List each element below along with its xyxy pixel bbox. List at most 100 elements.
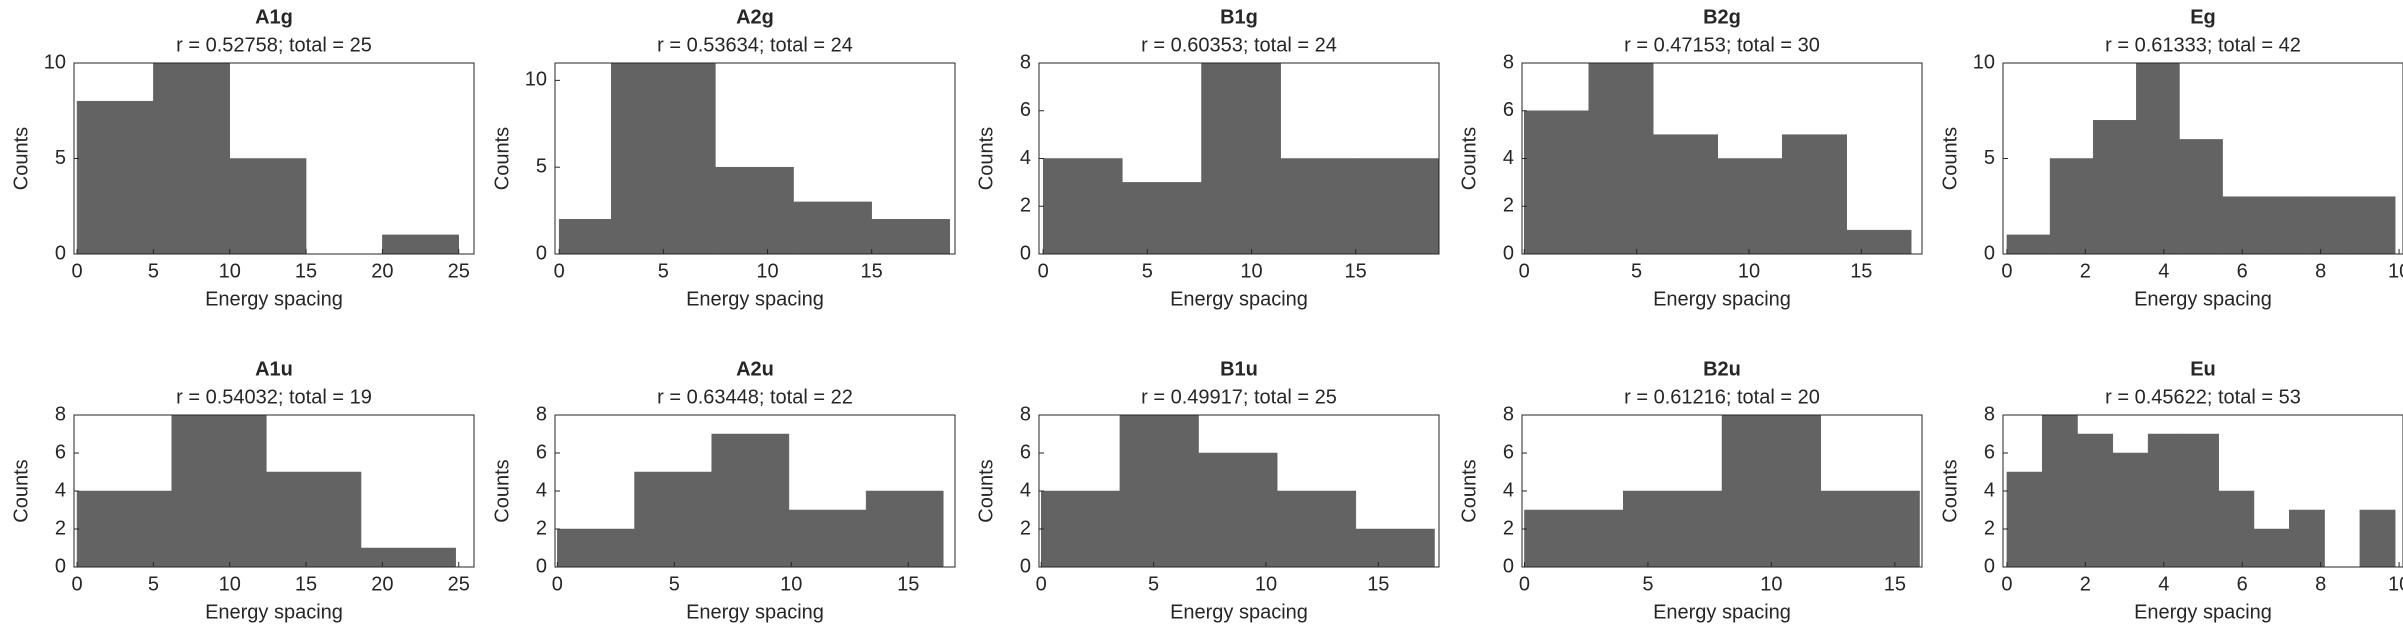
chart-subtitle: r = 0.47153; total = 30 [1624,34,1820,56]
x-tick-label: 4 [2158,260,2169,282]
y-tick-label: 8 [1984,403,1995,425]
y-tick-label: 0 [536,555,547,577]
y-tick-label: 0 [1984,242,1995,264]
histogram-bar [611,62,716,255]
x-tick-label: 8 [2315,260,2326,282]
histogram-bar [1276,490,1357,568]
x-tick-label: 0 [2001,260,2012,282]
subplot: 0 5 10 15 0 2 4 6 8 Energy spacing Counts B2g r = 0.… [1458,6,1923,310]
x-tick-label: 0 [1519,573,1530,595]
y-tick-label: 2 [1020,517,1031,539]
chart-title: B2u [1703,358,1741,380]
histogram-bar [1359,158,1440,255]
histogram-bar [382,234,459,255]
chart-title: Eg [2190,6,2216,28]
y-axis-label: Counts [10,459,32,522]
x-axis-label: Energy spacing [686,288,824,310]
y-tick-label: 6 [1503,441,1514,463]
x-tick-label: 15 [1850,260,1872,282]
histogram-bar [2006,471,2043,568]
chart-title: A1u [255,358,293,380]
y-tick-label: 0 [1503,555,1514,577]
histogram-bar [2253,528,2290,568]
y-axis-label: Counts [10,127,32,190]
x-axis-label: Energy spacing [1653,601,1791,623]
x-tick-label: 10 [1760,573,1782,595]
x-tick-label: 10 [1255,573,1277,595]
y-tick-label: 8 [1503,51,1514,73]
y-tick-label: 6 [55,441,66,463]
histogram-bar [2359,509,2396,568]
histogram-bar [1820,490,1920,568]
subplot: 0 5 10 15 20 25 0 5 10 Energy spacing Counts A1g r =… [10,6,475,310]
chart-subtitle: r = 0.63448; total = 22 [657,386,853,408]
x-tick-label: 10 [756,260,778,282]
x-tick-label: 6 [2237,260,2248,282]
x-tick-label: 0 [554,260,565,282]
y-tick-label: 10 [1973,51,1995,73]
x-tick-label: 0 [1519,260,1530,282]
histogram-bar [793,201,872,255]
x-tick-label: 5 [148,573,159,595]
histogram-bar [711,433,790,568]
subplot: 0 5 10 15 0 5 10 Energy spacing Counts A2g r = 0.5… [491,6,956,310]
chart-subtitle: r = 0.54032; total = 19 [176,386,372,408]
y-tick-label: 10 [525,69,547,91]
y-tick-label: 6 [1020,99,1031,121]
chart-subtitle: r = 0.60353; total = 24 [1141,34,1337,56]
x-axis-label: Energy spacing [686,601,824,623]
y-tick-label: 5 [1984,147,1995,169]
y-tick-label: 4 [1503,147,1514,169]
x-tick-label: 5 [1142,260,1153,282]
y-tick-label: 0 [1020,242,1031,264]
x-tick-label: 5 [148,260,159,282]
histogram-bar [153,62,230,255]
chart-subtitle: r = 0.45622; total = 53 [2105,386,2301,408]
x-tick-label: 2 [2080,573,2091,595]
chart-title: B1u [1220,358,1258,380]
histogram-bar [1198,452,1278,568]
histogram-bar [1355,528,1435,568]
y-axis-label: Counts [975,127,997,190]
histogram-bar [557,528,635,568]
x-tick-label: 0 [1038,260,1049,282]
y-axis-label: Counts [1939,127,1961,190]
histogram-bar [2041,414,2078,568]
x-tick-label: 10 [2388,260,2403,282]
x-tick-label: 10 [1738,260,1760,282]
x-tick-label: 0 [1036,573,1047,595]
histogram-bar [76,490,172,568]
y-axis-label: Counts [491,459,513,522]
y-tick-label: 8 [536,403,547,425]
y-tick-label: 2 [1984,517,1995,539]
x-tick-label: 15 [295,573,317,595]
x-tick-label: 10 [2388,573,2403,595]
y-tick-label: 2 [1020,195,1031,217]
histogram-bar [1846,229,1912,255]
histogram-bar [2183,433,2219,568]
y-axis-label: Counts [1458,127,1480,190]
chart-title: A1g [255,6,293,28]
histogram-bar [558,219,612,255]
histogram-bar [1652,134,1718,255]
histogram-bar [1201,62,1281,255]
y-tick-label: 0 [55,555,66,577]
x-tick-label: 10 [219,260,241,282]
y-tick-label: 6 [1503,99,1514,121]
histogram-bar [2092,120,2137,255]
histogram-bar [1524,509,1624,568]
histogram-bar [715,166,794,255]
histogram-bar [1040,490,1121,568]
y-tick-label: 8 [55,403,66,425]
x-axis-label: Energy spacing [1170,601,1308,623]
x-tick-label: 10 [1240,260,1262,282]
histogram-bar [2179,139,2223,255]
y-tick-label: 0 [1503,242,1514,264]
histogram-bar [360,547,456,568]
subplot: 0 5 10 15 0 2 4 6 8 Energy spacing Counts B1g r = 0.… [975,6,1440,310]
y-tick-label: 4 [55,479,66,501]
histogram-bar [1122,182,1202,255]
x-tick-label: 25 [448,260,470,282]
